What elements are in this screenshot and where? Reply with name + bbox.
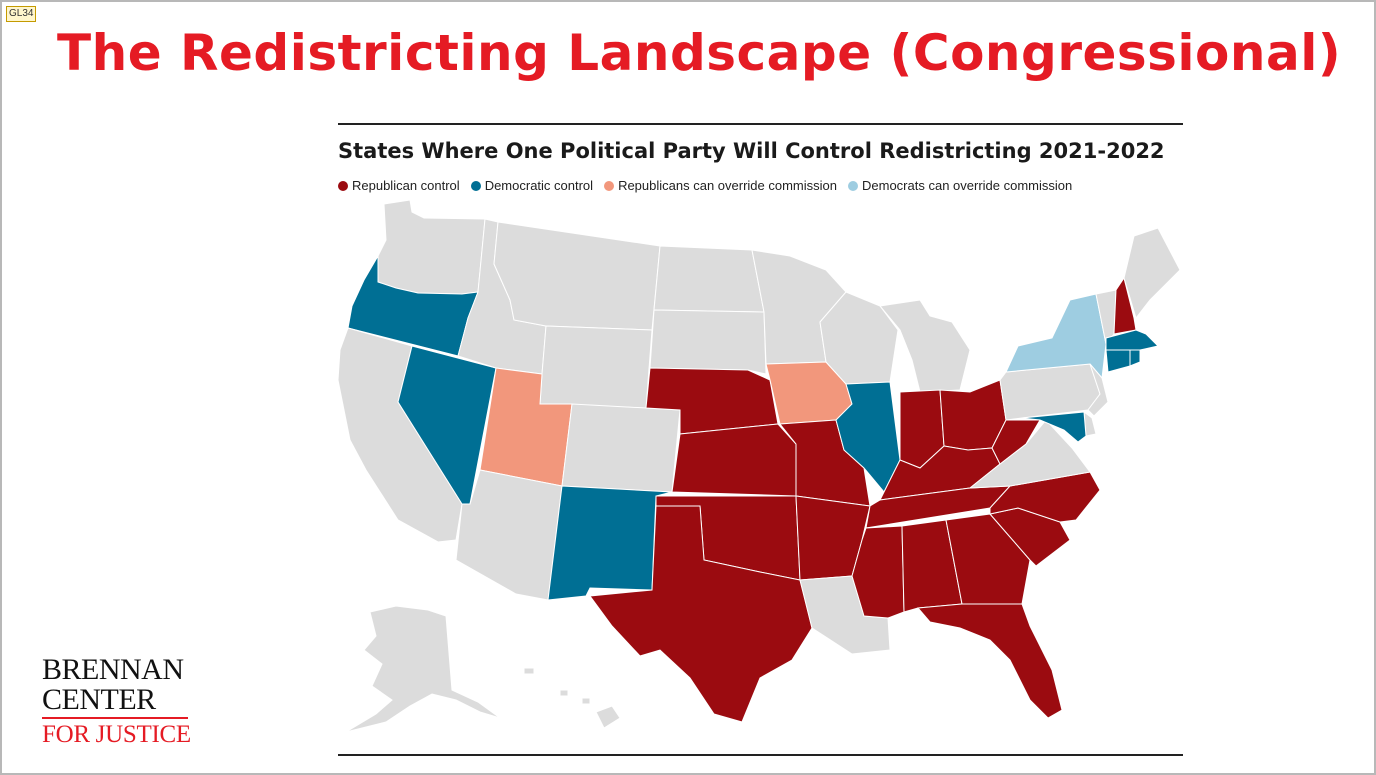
state-montana xyxy=(493,221,661,331)
legend-item-democratic-override: Democrats can override commission xyxy=(848,178,1072,193)
state-maine xyxy=(1123,227,1181,320)
state-north-dakota xyxy=(653,245,765,313)
state-texas xyxy=(589,505,813,723)
state-new-jersey xyxy=(1087,363,1109,417)
logo-divider xyxy=(42,717,188,719)
state-new-hampshire xyxy=(1113,276,1137,335)
state-alaska xyxy=(345,605,501,733)
legend-swatch xyxy=(338,180,348,191)
state-wyoming xyxy=(539,325,653,409)
state-south-dakota xyxy=(649,309,767,375)
state-florida xyxy=(916,603,1063,719)
top-rule xyxy=(338,123,1183,125)
state-hawaii xyxy=(523,667,621,729)
legend-swatch xyxy=(604,180,615,191)
legend-item-democratic: Democratic control xyxy=(470,178,594,193)
state-new-mexico xyxy=(547,485,673,601)
brennan-center-logo: BRENNAN CENTER FOR JUSTICE xyxy=(42,655,191,747)
state-kansas xyxy=(671,423,797,497)
state-rhode-island xyxy=(1129,349,1141,367)
bottom-rule xyxy=(338,754,1183,756)
logo-line-3: FOR JUSTICE xyxy=(42,721,191,748)
state-illinois xyxy=(835,381,901,493)
logo-line-1: BRENNAN xyxy=(42,653,184,686)
slide-title: The Redistricting Landscape (Congression… xyxy=(57,24,1342,82)
state-wisconsin xyxy=(819,291,899,385)
state-washington xyxy=(377,199,486,295)
legend-label: Republicans can override commission xyxy=(618,178,837,193)
logo-line-2: CENTER xyxy=(42,683,156,716)
state-mississippi xyxy=(851,525,905,619)
state-colorado xyxy=(561,403,681,493)
state-connecticut xyxy=(1105,349,1131,373)
corner-tag: GL34 xyxy=(6,6,37,22)
legend-swatch xyxy=(848,180,858,191)
state-pennsylvania xyxy=(999,363,1101,421)
map-title: States Where One Political Party Will Co… xyxy=(338,139,1165,163)
legend-label: Democrats can override commission xyxy=(862,178,1073,193)
legend-item-republican-override: Republicans can override commission xyxy=(604,178,837,193)
state-maryland xyxy=(1021,411,1087,443)
legend-swatch xyxy=(470,180,481,191)
legend: Republican control Democratic control Re… xyxy=(338,178,1083,193)
legend-item-republican: Republican control xyxy=(338,178,460,193)
state-michigan xyxy=(879,299,971,393)
legend-label: Republican control xyxy=(352,178,460,193)
us-map xyxy=(337,199,1181,733)
legend-label: Democratic control xyxy=(484,178,594,193)
